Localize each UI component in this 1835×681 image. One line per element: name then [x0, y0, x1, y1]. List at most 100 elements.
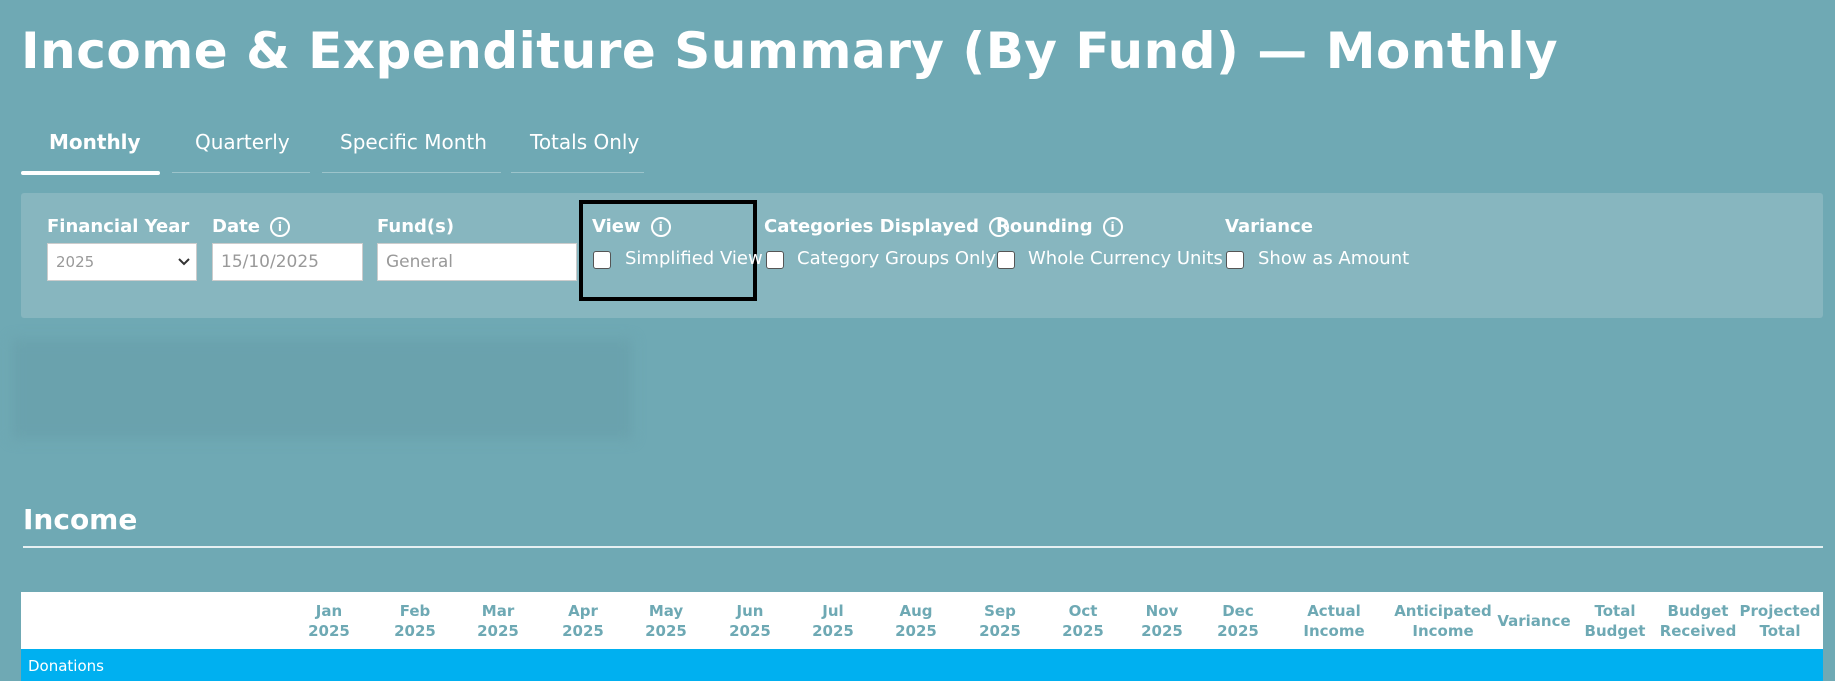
header-line: Total: [1759, 622, 1801, 640]
header-line: Apr: [568, 602, 598, 620]
select-value: 2025: [56, 253, 95, 271]
tab[interactable]: Totals Only: [530, 130, 640, 154]
checkbox[interactable]: [766, 251, 784, 269]
tab[interactable]: Monthly: [49, 130, 141, 154]
tab-underline: [511, 172, 644, 173]
header-line: Mar: [481, 602, 515, 620]
column-header: Nov 2025: [1107, 601, 1217, 641]
header-line: Projected: [1739, 602, 1821, 620]
filter-label: Date i: [212, 216, 290, 237]
header-line: Actual: [1307, 602, 1361, 620]
checkbox-label: Simplified View: [625, 248, 763, 269]
highlight-box: [579, 200, 757, 301]
tab[interactable]: Quarterly: [195, 130, 290, 154]
header-line: 2025: [1062, 622, 1104, 640]
column-header: May 2025: [611, 601, 721, 641]
header-line: Received: [1659, 622, 1737, 640]
header-line: Budget: [1667, 602, 1729, 620]
header-line: Jul: [822, 602, 844, 620]
label-text: Variance: [1225, 216, 1313, 237]
fund-input[interactable]: General: [377, 243, 577, 281]
checkbox[interactable]: [593, 251, 611, 269]
header-line: 2025: [729, 622, 771, 640]
header-line: 2025: [1141, 622, 1183, 640]
filter-label: Fund(s): [377, 216, 454, 237]
header-line: Jun: [736, 602, 764, 620]
column-header: Apr 2025: [528, 601, 638, 641]
column-header: Mar 2025: [443, 601, 553, 641]
column-header: Dec 2025: [1183, 601, 1293, 641]
column-header: Feb 2025: [360, 601, 470, 641]
header-line: Income: [1303, 622, 1365, 640]
label-text: View: [592, 216, 641, 237]
column-header: Variance: [1479, 611, 1589, 631]
label-text: Date: [212, 216, 260, 237]
header-line: Jan: [315, 602, 343, 620]
column-header: Aug 2025: [861, 601, 971, 641]
tab-underline: [322, 172, 501, 173]
tab[interactable]: Specific Month: [340, 130, 487, 154]
loading-placeholder: [12, 339, 632, 439]
header-line: Income: [1412, 622, 1474, 640]
column-header: Budget Received: [1643, 601, 1753, 641]
header-line: Nov: [1145, 602, 1179, 620]
tab-underline: [172, 172, 310, 173]
section-title: Income: [23, 503, 138, 536]
table-row[interactable]: [21, 649, 1823, 681]
header-line: Anticipated: [1394, 602, 1492, 620]
checkbox[interactable]: [997, 251, 1015, 269]
header-line: Oct: [1068, 602, 1098, 620]
label-text: Rounding: [996, 216, 1093, 237]
header-line: 2025: [812, 622, 854, 640]
column-header: Oct 2025: [1028, 601, 1138, 641]
header-line: 2025: [477, 622, 519, 640]
date-input[interactable]: 15/10/2025: [212, 243, 363, 281]
label-text: Fund(s): [377, 216, 455, 237]
header-line: Variance: [1497, 612, 1571, 630]
column-header: Anticipated Income: [1388, 601, 1498, 641]
filter-label: Rounding i: [996, 216, 1123, 237]
header-line: Total: [1594, 602, 1636, 620]
column-header: Sep 2025: [945, 601, 1055, 641]
header-line: 2025: [895, 622, 937, 640]
section-rule: [23, 546, 1823, 548]
header-line: 2025: [645, 622, 687, 640]
filter-label: Categories Displayed i: [764, 216, 1009, 237]
column-header: Projected Total: [1725, 601, 1835, 641]
header-line: Dec: [1222, 602, 1254, 620]
column-header: Jul 2025: [778, 601, 888, 641]
header-line: Feb: [399, 602, 431, 620]
column-header: Actual Income: [1279, 601, 1389, 641]
info-icon[interactable]: i: [269, 217, 290, 237]
checkbox[interactable]: [1226, 251, 1244, 269]
column-header: Total Budget: [1560, 601, 1670, 641]
checkbox-label: Category Groups Only: [797, 248, 997, 269]
page-title: Income & Expenditure Summary (By Fund) —…: [21, 22, 1559, 80]
header-line: Aug: [899, 602, 933, 620]
header-line: 2025: [562, 622, 604, 640]
label-text: Categories Displayed: [764, 216, 979, 237]
header-line: 2025: [979, 622, 1021, 640]
tab-underline: [21, 171, 160, 175]
label-text: Financial Year: [47, 216, 190, 237]
filter-label: View i: [592, 216, 671, 237]
checkbox-label: Show as Amount: [1258, 248, 1410, 269]
chevron: [178, 258, 190, 266]
column-header: Jun 2025: [695, 601, 805, 641]
header-line: 2025: [1217, 622, 1259, 640]
filter-label: Variance: [1225, 216, 1313, 237]
info-icon[interactable]: i: [650, 217, 671, 237]
filter-label: Financial Year: [47, 216, 189, 237]
header-line: Sep: [984, 602, 1016, 620]
header-line: May: [648, 602, 684, 620]
column-header: Jan 2025: [274, 601, 384, 641]
info-icon[interactable]: i: [988, 217, 1009, 237]
info-icon[interactable]: i: [1102, 217, 1123, 237]
header-line: 2025: [394, 622, 436, 640]
checkbox-label: Whole Currency Units: [1028, 248, 1223, 269]
row-label: Donations: [28, 657, 104, 675]
header-line: 2025: [308, 622, 350, 640]
header-line: Budget: [1584, 622, 1646, 640]
year-select[interactable]: 2025: [47, 243, 197, 281]
